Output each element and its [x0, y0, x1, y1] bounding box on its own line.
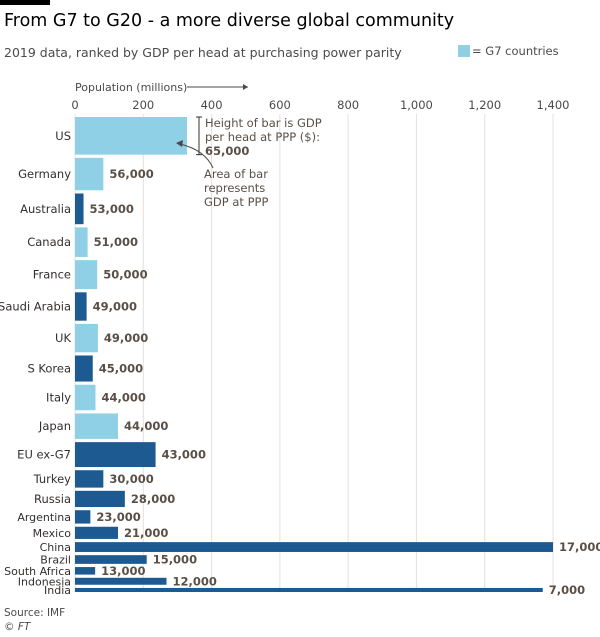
x-axis-arrow-head [243, 84, 248, 90]
bar [75, 292, 87, 321]
data-label: 13,000 [101, 564, 145, 578]
x-tick-label: 0 [71, 98, 78, 112]
category-label: EU ex-G7 [17, 448, 71, 462]
category-label: France [33, 268, 71, 282]
data-label: 28,000 [131, 492, 175, 506]
bar [75, 227, 88, 257]
category-label: Mexico [33, 527, 72, 540]
credit-note: © FT [4, 621, 31, 633]
data-label: 17,000 [559, 540, 600, 554]
bar [75, 157, 104, 191]
category-label: Italy [46, 390, 71, 404]
area-annotation-arrowhead [176, 140, 183, 147]
bar [75, 384, 96, 411]
category-label: South Africa [4, 565, 71, 578]
legend-swatch-g7 [458, 45, 470, 57]
category-label: Argentina [17, 511, 71, 524]
data-label: 7,000 [549, 583, 585, 597]
x-tick-label: 1,200 [468, 98, 501, 112]
x-tick-label: 1,400 [537, 98, 570, 112]
source-note: Source: IMF [4, 607, 66, 619]
bar [75, 442, 156, 468]
bar [75, 117, 187, 155]
legend: = G7 countries [458, 44, 559, 58]
category-label: Germany [18, 167, 71, 181]
area-annotation-arrow [179, 143, 214, 169]
bar [75, 355, 93, 382]
bar [75, 193, 84, 225]
bar [75, 490, 125, 508]
data-label: 45,000 [99, 362, 143, 376]
bar [75, 542, 553, 552]
x-tick-label: 200 [132, 98, 154, 112]
x-tick-label: 600 [269, 98, 291, 112]
brand-bar [0, 0, 50, 5]
data-label: 44,000 [101, 390, 145, 404]
data-label: 21,000 [124, 526, 168, 540]
data-label: 12,000 [173, 574, 217, 588]
category-label: Canada [27, 235, 71, 249]
area-annotation: Area of bar represents GDP at PPP [204, 167, 268, 209]
x-tick-label: 800 [337, 98, 359, 112]
category-label: S Korea [27, 362, 71, 376]
bar [75, 555, 147, 564]
category-label: India [44, 584, 71, 597]
data-label: 49,000 [104, 331, 148, 345]
bar [75, 577, 167, 585]
category-label: Brazil [40, 554, 71, 567]
data-label: 15,000 [153, 553, 197, 567]
data-label: 30,000 [109, 472, 153, 486]
bar [75, 526, 119, 539]
x-tick-label: 1,000 [400, 98, 433, 112]
data-label: 43,000 [162, 448, 206, 462]
height-annotation: Height of bar is GDP per head at PPP ($): [205, 116, 322, 144]
category-label: UK [55, 331, 71, 345]
data-label: 51,000 [94, 235, 138, 249]
data-label: 50,000 [103, 268, 147, 282]
data-label: 44,000 [124, 419, 168, 433]
category-label: Saudi Arabia [0, 300, 71, 314]
bar [75, 587, 543, 592]
data-label: 56,000 [109, 167, 153, 181]
bar [75, 567, 96, 575]
category-label: Turkey [33, 472, 72, 486]
data-label: 53,000 [90, 202, 134, 216]
data-label: 49,000 [93, 300, 137, 314]
x-axis-title: Population (millions) [75, 81, 187, 94]
category-label: US [55, 129, 71, 143]
bar [75, 413, 119, 439]
category-label: Russia [34, 492, 71, 506]
bar [75, 323, 98, 353]
x-tick-label: 400 [201, 98, 223, 112]
category-label: Japan [38, 419, 71, 433]
category-label: China [40, 541, 71, 554]
legend-label: = G7 countries [472, 44, 559, 58]
category-label: Indonesia [18, 575, 71, 588]
bar [75, 510, 91, 524]
bar [75, 470, 104, 488]
category-label: Australia [20, 202, 71, 216]
data-label: 23,000 [96, 510, 140, 524]
chart-title: From G7 to G20 - a more diverse global c… [4, 11, 455, 31]
height-annotation-value: 65,000 [205, 144, 249, 158]
bar [75, 260, 98, 290]
chart-subtitle: 2019 data, ranked by GDP per head at pur… [4, 45, 402, 60]
